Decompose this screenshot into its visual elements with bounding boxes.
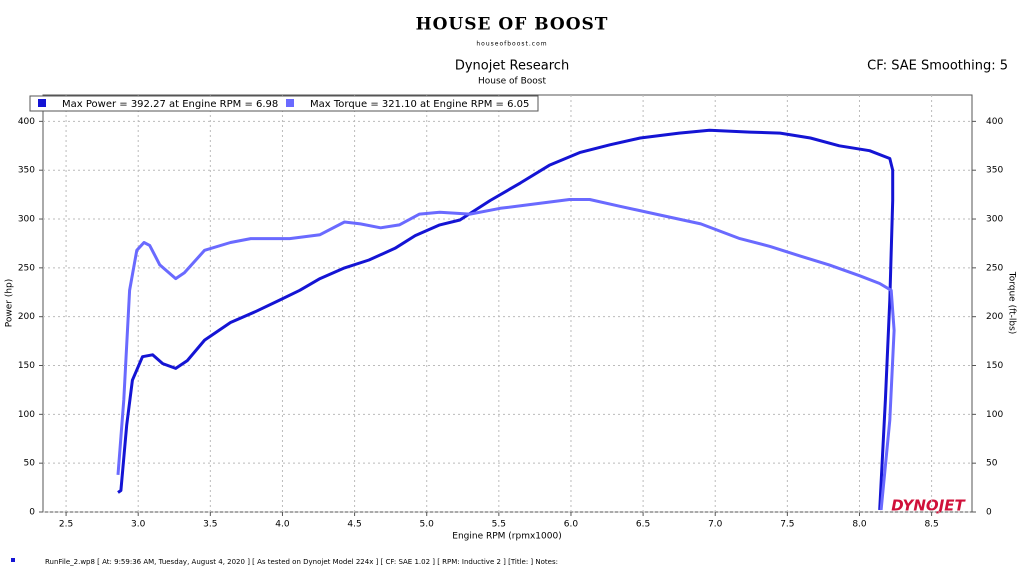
y2-tick-label: 150 <box>986 361 1003 371</box>
legend-box <box>29 95 539 112</box>
logo: HOUSE OF BOOST <box>416 15 609 35</box>
y2-tick-label: 350 <box>986 166 1003 176</box>
chart-title: Dynojet Research <box>455 59 569 74</box>
y2-tick-label: 100 <box>986 410 1003 420</box>
y2-tick-label: 300 <box>986 215 1003 225</box>
plot-frame <box>42 94 973 513</box>
y-tick-label: 200 <box>18 312 35 322</box>
footer-icon <box>11 558 15 562</box>
series-line <box>117 128 895 511</box>
y-tick-label: 300 <box>18 215 35 225</box>
brand: DYNOJET <box>891 497 966 515</box>
legend-label: Max Power = 392.27 at Engine RPM = 6.98 <box>62 99 278 110</box>
x-tick-label: 6.0 <box>564 520 579 530</box>
y-axis-label: Power (hp) <box>5 279 15 328</box>
x-tick-label: 2.5 <box>59 520 73 530</box>
y-tick-label: 250 <box>18 263 35 273</box>
x-tick-label: 4.5 <box>347 520 361 530</box>
y-tick-label: 100 <box>18 410 35 420</box>
y-tick-label: 400 <box>18 117 35 127</box>
y2-tick-label: 0 <box>986 508 992 518</box>
x-tick-label: 6.5 <box>636 520 650 530</box>
series-line <box>116 198 896 511</box>
x-tick-label: 7.5 <box>780 520 794 530</box>
logo-url: houseofboost.com <box>476 41 547 48</box>
x-tick-label: 3.0 <box>131 520 146 530</box>
y2-tick-label: 50 <box>986 459 998 469</box>
x-axis-label: Engine RPM (rpmx1000) <box>452 532 561 542</box>
corner-note: CF: SAE Smoothing: 5 <box>867 59 1008 74</box>
y2-tick-label: 250 <box>986 263 1003 273</box>
x-tick-label: 5.0 <box>420 520 435 530</box>
y-tick-label: 50 <box>24 459 36 469</box>
chart-subtitle: House of Boost <box>478 77 546 87</box>
legend-swatch <box>38 99 46 107</box>
footer: RunFile_2.wp8 [ At: 9:59:36 AM, Tuesday,… <box>45 558 558 566</box>
legend-swatch <box>286 99 294 107</box>
x-tick-label: 5.5 <box>492 520 506 530</box>
y-tick-label: 0 <box>29 508 35 518</box>
x-tick-label: 8.5 <box>924 520 938 530</box>
y2-tick-label: 200 <box>986 312 1003 322</box>
legend-label: Max Torque = 321.10 at Engine RPM = 6.05 <box>310 99 529 110</box>
x-tick-label: 4.0 <box>275 520 290 530</box>
x-tick-label: 3.5 <box>203 520 217 530</box>
x-tick-label: 7.0 <box>708 520 723 530</box>
y2-axis-label: Torque (ft-lbs) <box>1007 271 1017 335</box>
y-tick-label: 150 <box>18 361 35 371</box>
y2-tick-label: 400 <box>986 117 1003 127</box>
y-tick-label: 350 <box>18 166 35 176</box>
x-tick-label: 8.0 <box>852 520 867 530</box>
